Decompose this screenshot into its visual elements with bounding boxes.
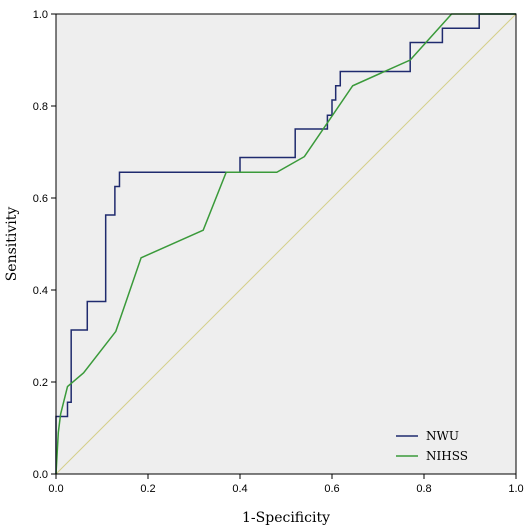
x-tick-label: 0.2 xyxy=(140,483,155,495)
y-tick-label: 0.8 xyxy=(33,101,48,113)
series-line-nwu xyxy=(55,13,516,474)
y-axis-title: Sensitivity xyxy=(4,207,20,282)
x-tick-label: 0.4 xyxy=(232,483,247,495)
legend: NWU NIHSS xyxy=(396,429,468,463)
x-tick-label: 0.8 xyxy=(416,483,431,495)
y-tick-label: 0.0 xyxy=(33,469,48,481)
y-axis-ticks: 0.0 0.2 0.4 0.6 0.8 1.0 xyxy=(33,9,56,481)
legend-label-nihss: NIHSS xyxy=(426,449,468,463)
y-tick-label: 1.0 xyxy=(33,9,48,21)
plot-frame xyxy=(55,13,517,475)
y-tick-label: 0.6 xyxy=(33,193,48,205)
x-tick-label: 1.0 xyxy=(508,483,523,495)
x-tick-label: 0.6 xyxy=(324,483,339,495)
legend-label-nwu: NWU xyxy=(426,429,459,443)
series-line-nihss xyxy=(55,13,516,475)
reference-diagonal-line xyxy=(55,13,517,475)
y-tick-label: 0.2 xyxy=(33,377,48,389)
x-tick-label: 0.0 xyxy=(48,483,63,495)
reference-line-layer xyxy=(55,13,517,475)
y-tick-label: 0.4 xyxy=(33,285,48,297)
x-axis-ticks: 0.0 0.2 0.4 0.6 0.8 1.0 xyxy=(48,474,524,495)
x-axis-title: 1-Specificity xyxy=(242,510,330,526)
series-layer xyxy=(55,13,516,475)
